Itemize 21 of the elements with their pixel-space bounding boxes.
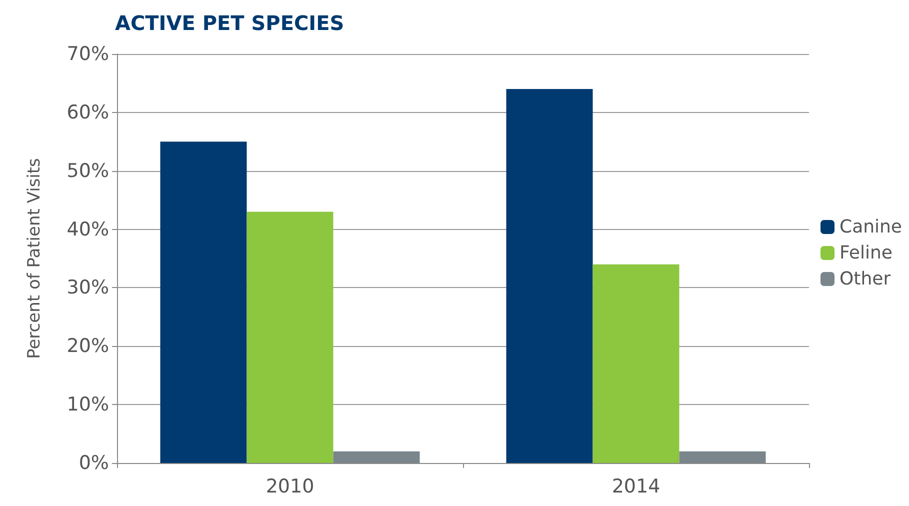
- y-tick-label: 60%: [66, 101, 109, 124]
- legend-label: Other: [840, 268, 892, 290]
- bar: [592, 264, 680, 463]
- x-tick-label: 2014: [612, 476, 660, 498]
- x-tick-label: 2010: [266, 476, 314, 498]
- y-tick-label: 50%: [66, 160, 109, 182]
- bar: [246, 212, 334, 463]
- y-tick-label: 30%: [66, 276, 109, 299]
- y-tick-label: 0%: [78, 452, 109, 474]
- y-axis-title: Percent of Patient Visits: [24, 158, 44, 359]
- y-tick-label: 20%: [66, 335, 109, 358]
- y-tick-label: 40%: [66, 218, 109, 240]
- legend-label: Feline: [840, 242, 892, 264]
- bar: [160, 142, 247, 463]
- y-tick-label: 10%: [66, 394, 109, 416]
- bar: [333, 451, 420, 463]
- chart-title: ACTIVE PET SPECIES: [115, 11, 344, 35]
- bar: [506, 89, 593, 463]
- bar: [679, 451, 766, 463]
- legend-label: Canine: [840, 216, 902, 238]
- y-tick-label: 70%: [66, 43, 109, 65]
